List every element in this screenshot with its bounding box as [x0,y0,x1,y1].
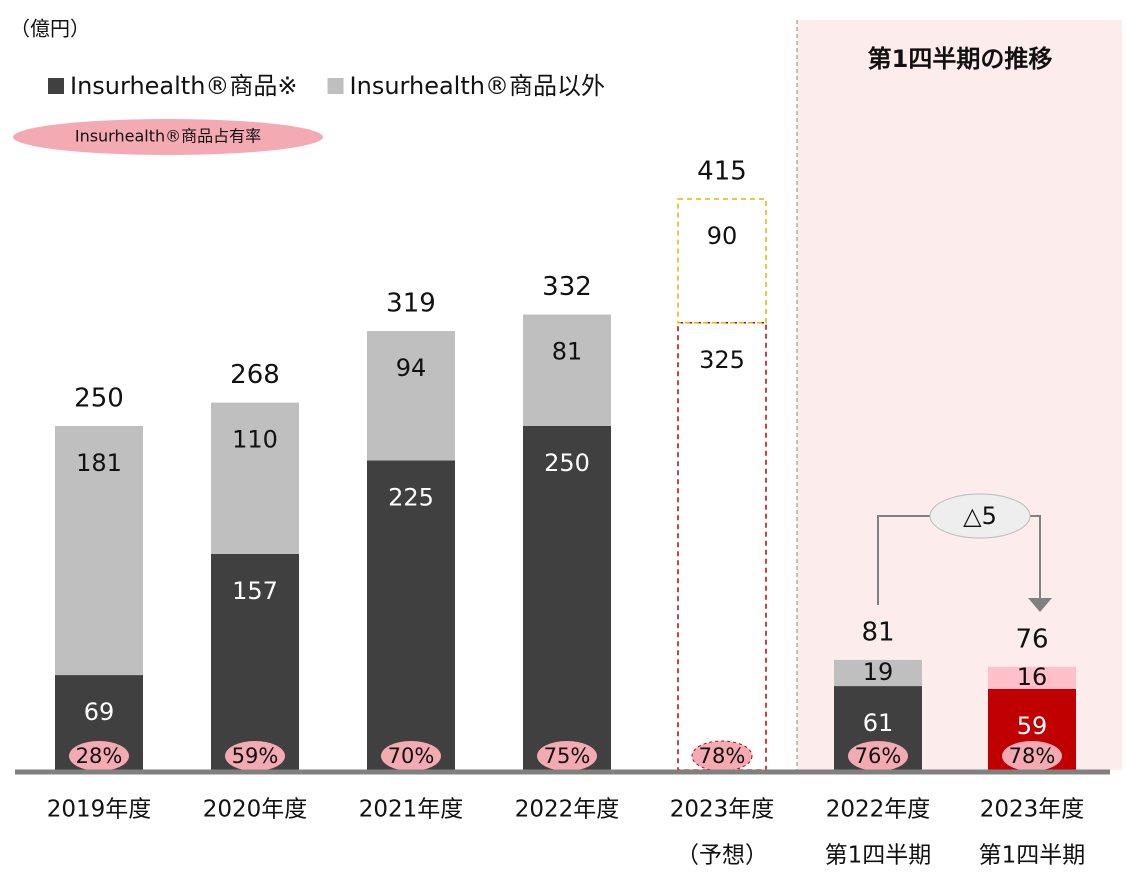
total-label: 76 [1015,624,1048,654]
x-tick-label: 2020年度 [203,797,308,823]
value-label: 19 [863,658,894,686]
value-label: 157 [232,577,278,605]
share-pill [1002,741,1062,771]
x-tick-sublabel: 第1四半期 [979,843,1086,869]
value-label: 225 [388,483,434,511]
total-label: 81 [861,617,894,647]
value-label: 250 [544,449,590,477]
x-tick-label: 2019年度 [47,797,152,823]
share-label: 70% [388,744,435,768]
total-label: 332 [542,272,592,302]
total-label: 250 [74,384,124,414]
share-pill [225,741,285,771]
value-label: 181 [76,449,122,477]
share-label: 59% [232,744,279,768]
value-label: 110 [232,426,278,454]
value-label: 16 [1017,663,1048,691]
legend-swatch [327,78,344,94]
value-label: 59 [1017,712,1048,740]
share-label: 76% [855,744,902,768]
panel-title: 第1四半期の推移 [868,45,1053,73]
total-label: 268 [230,360,280,390]
value-label: 325 [699,346,745,374]
bar-segment [367,331,455,461]
x-tick-label: 2023年度 [980,797,1085,823]
bar-segment [988,666,1076,689]
x-tick-label: 2022年度 [826,797,931,823]
annotation: △5 [963,502,997,530]
value-label: 81 [552,338,583,366]
value-label: 69 [84,698,115,726]
legend-label: Insurhealth®商品※ [70,72,298,100]
bar-segment [367,460,455,770]
x-tick-sublabel: 第1四半期 [825,843,932,869]
share-label: 75% [544,744,591,768]
legend-label: Insurhealth®商品以外 [350,72,605,100]
bracket [1030,515,1041,600]
annotation-pill [929,493,1031,539]
share-label: 28% [76,744,123,768]
unit-label: （億円） [10,17,90,41]
bar-segment [834,659,922,687]
bracket [877,515,930,605]
x-tick-label: 2023年度 [670,797,775,823]
bar-segment [211,553,299,770]
x-tick-label: 2022年度 [515,797,620,823]
legend-swatch [48,78,64,94]
x-tick-label: 2021年度 [359,797,464,823]
value-label: 94 [396,354,427,382]
share-label: 78% [699,744,746,768]
bar-segment [523,314,611,426]
share-legend-pill [13,119,323,155]
total-label: 319 [386,289,436,319]
share-pill [848,741,908,771]
total-label: 415 [697,156,747,186]
value-label: 61 [863,709,894,737]
bar-segment [677,198,767,324]
share-legend: Insurhealth®商品占有率 [75,127,261,146]
bar-segment [677,322,767,771]
panel-bg [797,20,1122,770]
bar-segment [211,402,299,554]
value-label: 90 [707,222,738,250]
share-label: 78% [1009,744,1056,768]
bar-segment [55,426,143,676]
bar-segment [523,426,611,770]
share-pill [537,741,597,771]
x-tick-sublabel: （予想） [676,843,768,869]
share-pill [381,741,441,771]
share-pill [69,741,129,771]
arrow [1028,598,1052,612]
